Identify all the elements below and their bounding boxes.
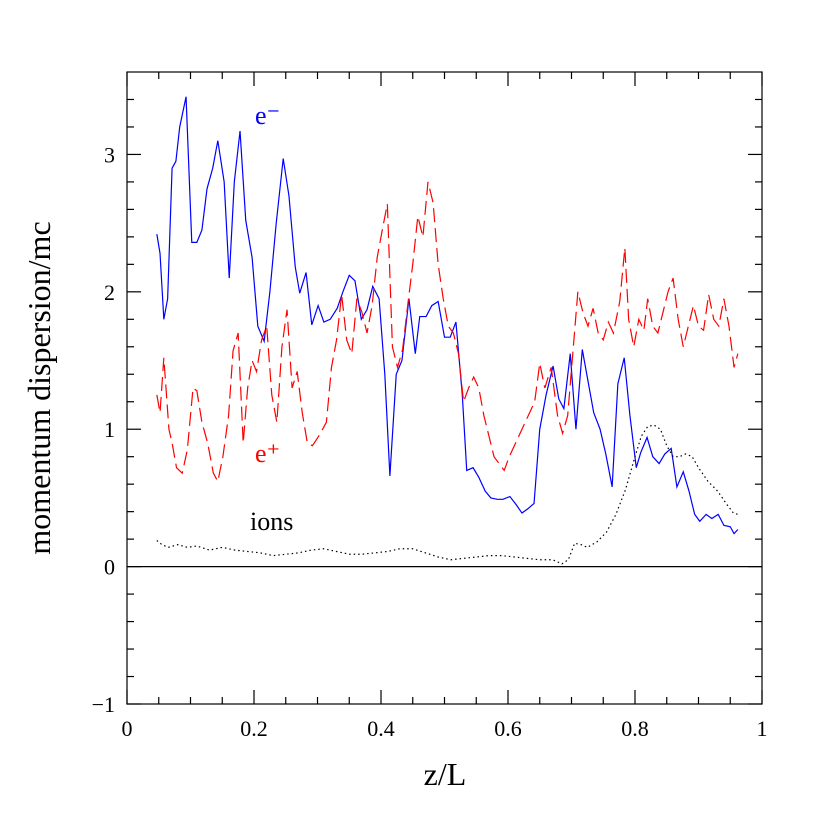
series-line [156, 181, 739, 484]
y-axis-label: momentum dispersion/mc [21, 221, 57, 554]
y-tick-label: 3 [104, 142, 115, 167]
x-tick-label: 1 [757, 716, 768, 741]
series-label: e⁺ [255, 439, 280, 468]
series-line [156, 96, 739, 535]
y-tick-label: 0 [104, 555, 115, 580]
x-tick-label: 0.6 [494, 716, 522, 741]
x-tick-label: 0.2 [240, 716, 268, 741]
series-label: ions [250, 507, 293, 536]
x-tick-label: 0 [122, 716, 133, 741]
x-tick-label: 0.4 [367, 716, 395, 741]
y-tick-label: 2 [104, 280, 115, 305]
series-label: e⁻ [255, 101, 280, 130]
series-line [156, 424, 739, 565]
y-tick-label: 1 [104, 417, 115, 442]
x-axis-label: z/L [424, 756, 467, 792]
x-tick-label: 0.8 [621, 716, 649, 741]
y-tick-label: −1 [92, 692, 115, 717]
